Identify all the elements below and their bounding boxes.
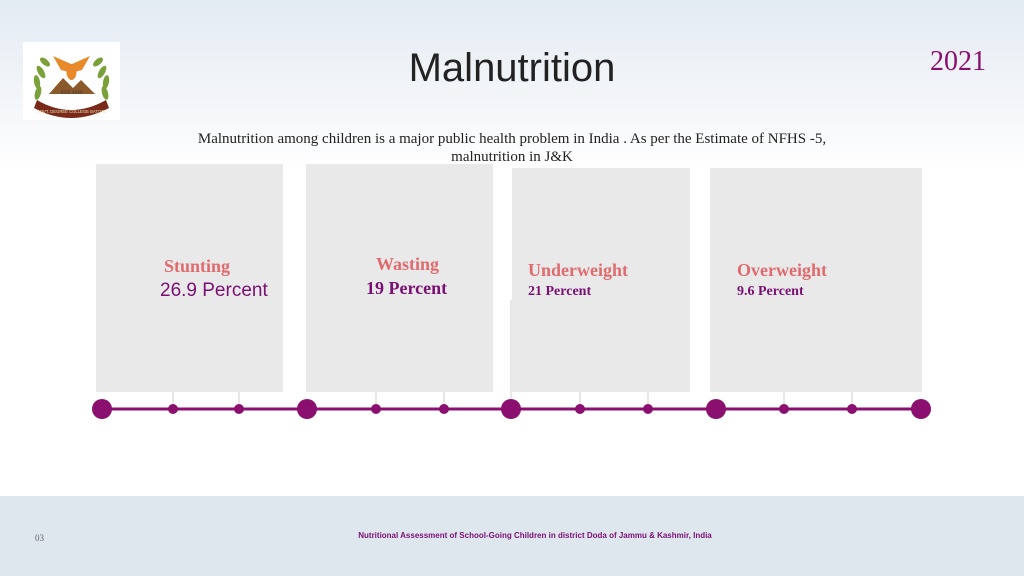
college-logo: EST. 2019 GOVT. DEGREE COLLEGE BATOTE	[23, 42, 120, 120]
timeline-node-minor	[168, 404, 178, 414]
logo-est-text: EST. 2019	[61, 91, 83, 96]
stunting-label: Stunting	[164, 256, 231, 276]
timeline-node-minor	[234, 404, 244, 414]
card-underweight	[512, 168, 690, 392]
timeline-node-minor	[847, 404, 857, 414]
footer-note: Nutritional Assessment of School-Going C…	[358, 531, 712, 540]
overweight-label: Overweight	[737, 260, 827, 280]
timeline-node-minor	[439, 404, 449, 414]
timeline-node-minor	[575, 404, 585, 414]
page-title: Malnutrition	[408, 46, 616, 90]
card-overweight	[710, 168, 922, 392]
page-number: 03	[35, 533, 44, 543]
timeline-node-minor	[779, 404, 789, 414]
timeline-node-minor	[643, 404, 653, 414]
footer-bar	[0, 496, 1024, 576]
timeline-node-major	[297, 399, 317, 419]
card-stunting	[96, 164, 283, 392]
underweight-value: 21 Percent	[528, 284, 592, 299]
underweight-label: Underweight	[528, 260, 628, 280]
timeline-node-minor	[371, 404, 381, 414]
stunting-value: 26.9 Percent	[160, 280, 268, 301]
timeline-node-major	[911, 399, 931, 419]
year-label: 2021	[930, 46, 986, 77]
overweight-value: 9.6 Percent	[737, 284, 804, 299]
card-wasting	[306, 164, 493, 392]
wasting-label: Wasting	[376, 254, 440, 274]
timeline-node-major	[706, 399, 726, 419]
timeline-node-major	[92, 399, 112, 419]
intro-line-1: Malnutrition among children is a major p…	[197, 131, 827, 147]
college-emblem-icon: EST. 2019 GOVT. DEGREE COLLEGE BATOTE	[23, 42, 120, 120]
intro-text: Malnutrition among children is a major p…	[140, 130, 884, 166]
timeline-node-major	[501, 399, 521, 419]
wasting-value: 19 Percent	[366, 278, 448, 298]
intro-line-2: malnutrition in J&K	[451, 149, 573, 165]
logo-ribbon-text: GOVT. DEGREE COLLEGE BATOTE	[37, 109, 107, 114]
